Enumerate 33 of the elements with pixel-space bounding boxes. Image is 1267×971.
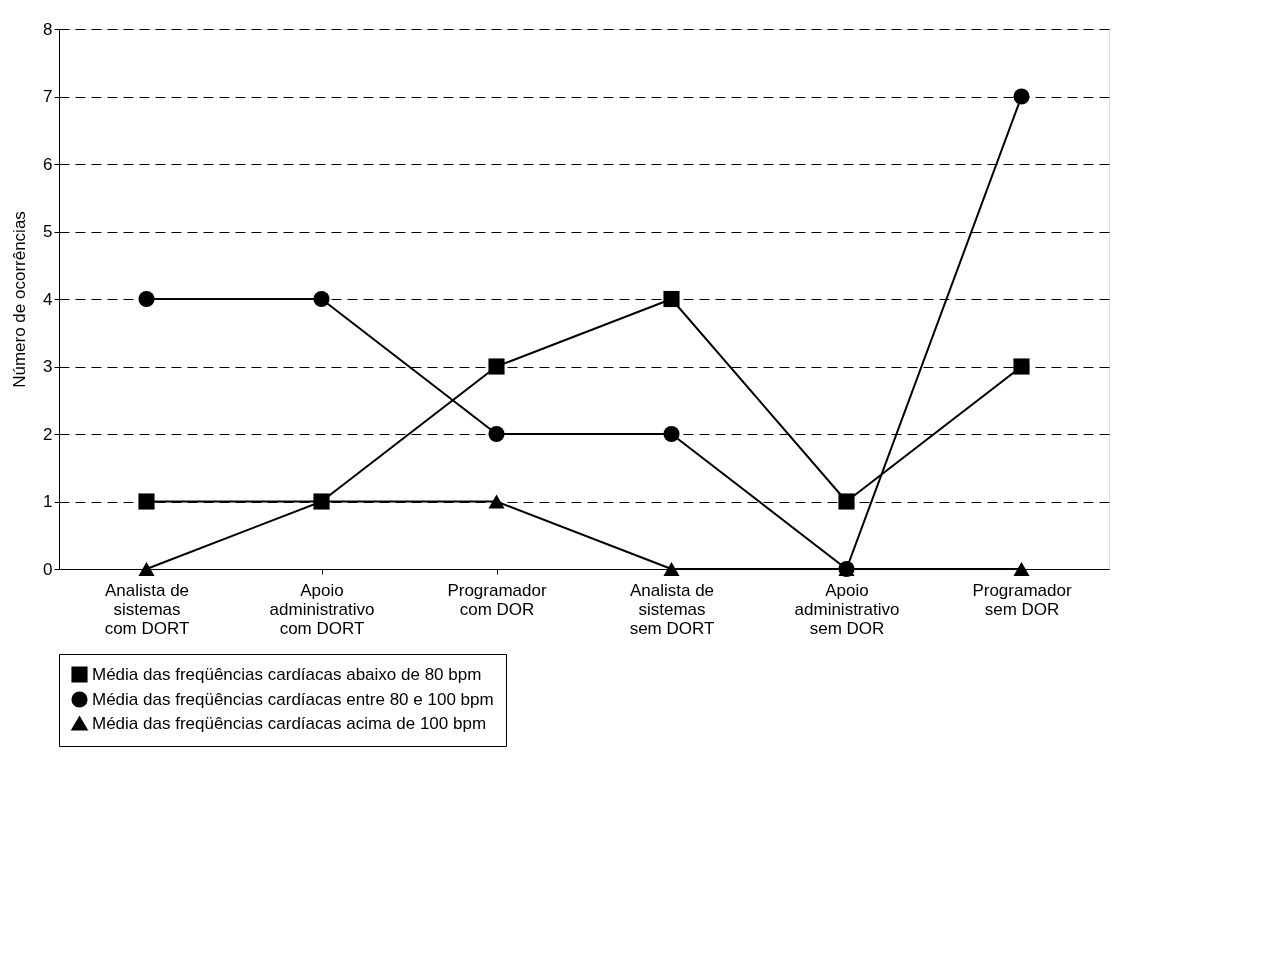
y-tick-label: 6 — [43, 154, 53, 174]
point — [1013, 562, 1030, 576]
point — [313, 290, 330, 308]
point — [663, 290, 680, 308]
point — [1013, 358, 1030, 375]
point — [488, 358, 505, 375]
point — [663, 562, 680, 576]
point — [663, 425, 680, 443]
x-tick-label: Programador sem DOR — [972, 580, 1072, 619]
x-tick-label: Apoio administrativo sem DOR — [794, 580, 900, 638]
point — [838, 493, 855, 510]
point — [138, 562, 155, 576]
legend-label: Média das freqüências cardíacas entre 80 e 100 bpm — [92, 689, 494, 709]
point — [138, 493, 155, 510]
x-tick-label: Programador com DOR — [447, 580, 547, 619]
x-tick-label: Analista de sistemas com DORT — [104, 580, 190, 638]
y-tick-label: 7 — [43, 87, 53, 106]
y-tick-label: 1 — [43, 492, 53, 511]
y-tick-label: 2 — [43, 424, 53, 444]
y-tick-label: 8 — [43, 19, 53, 39]
legend-label: Média das freqüências cardíacas acima de 100 bpm — [92, 713, 487, 733]
x-tick-label: Analista de sistemas sem DORT — [629, 580, 715, 638]
x-tick-label: Apoio administrativo com DORT — [269, 580, 375, 638]
y-tick-label: 4 — [43, 289, 53, 309]
point — [1013, 88, 1030, 105]
point — [138, 290, 155, 308]
y-tick-label: 3 — [43, 357, 53, 376]
y-tick-label: 5 — [43, 222, 53, 241]
point — [488, 425, 505, 443]
point — [488, 494, 505, 509]
y-tick-label: 0 — [43, 559, 53, 579]
legend-label: Média das freqüências cardíacas abaixo de 80 bpm — [92, 664, 482, 684]
y-axis-title: Número de ocorrências — [10, 211, 30, 388]
